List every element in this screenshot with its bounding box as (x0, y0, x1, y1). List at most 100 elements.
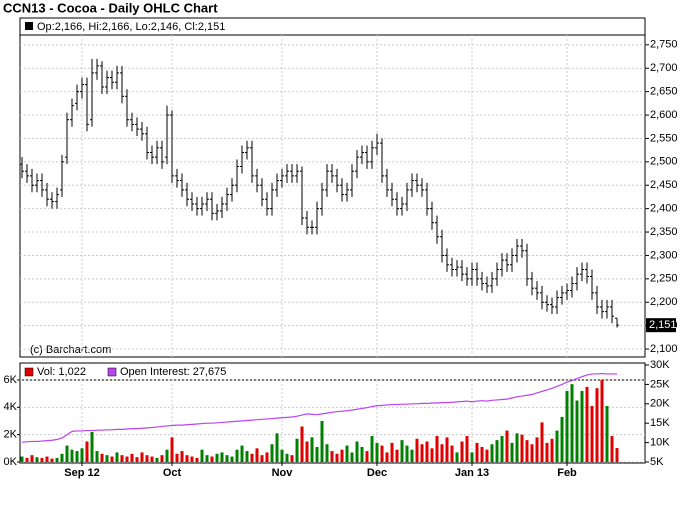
y-tick-label: 2,450 (650, 179, 678, 191)
y2-tick-label: 15K (650, 417, 670, 429)
y-tick-label: 2,700 (650, 62, 678, 74)
volume-bar (310, 437, 314, 462)
volume-bar (395, 449, 399, 462)
y-tick-label: 6K (4, 374, 18, 386)
x-tick-label: Sep 12 (64, 467, 99, 479)
volume-bar (610, 436, 614, 462)
volume-bar (540, 422, 544, 462)
volume-bar (350, 452, 354, 462)
volume-bar (435, 436, 439, 462)
volume-bar (280, 449, 284, 462)
volume-bar (445, 437, 449, 462)
volume-bar (515, 433, 519, 462)
volume-bar (370, 436, 374, 462)
volume-bar (425, 441, 429, 462)
x-tick-label: Dec (367, 467, 387, 479)
volume-bar (545, 442, 549, 462)
volume-bar (470, 452, 474, 462)
volume-bar (510, 442, 514, 462)
volume-bar (415, 438, 419, 462)
y-tick-label: 4K (4, 401, 18, 413)
y2-tick-label: 5K (650, 456, 664, 468)
volume-bar (85, 441, 89, 462)
volume-bar (130, 453, 134, 462)
volume-bar (450, 445, 454, 462)
volume-bar (170, 437, 174, 462)
volume-bar (560, 416, 564, 462)
volume-bar (200, 449, 204, 462)
volume-bar (50, 458, 54, 462)
volume-bar (485, 449, 489, 462)
y-tick-label: 2,650 (650, 86, 678, 98)
y-tick-label: 2,350 (650, 226, 678, 238)
volume-bar (230, 456, 234, 462)
volume-bar (475, 442, 479, 462)
volume-bar (285, 453, 289, 462)
volume-bar (215, 453, 219, 462)
y-tick-label: 2,200 (650, 296, 678, 308)
price-panel (19, 17, 646, 358)
volume-bar (500, 436, 504, 462)
volume-bar (465, 436, 469, 462)
volume-bar (575, 400, 579, 462)
volume-bar (270, 444, 274, 462)
last-price-label: 2,151 (649, 319, 677, 331)
volume-bar (125, 456, 129, 462)
volume-bar (490, 444, 494, 462)
volume-bar (405, 445, 409, 462)
volume-bar (615, 448, 619, 462)
volume-bar (95, 451, 99, 462)
volume-bar (145, 455, 149, 462)
volume-bar (390, 442, 394, 462)
volume-bar (495, 440, 499, 462)
volume-bar (140, 452, 144, 462)
volume-bar (460, 441, 464, 462)
volume-bar (300, 426, 304, 462)
volume-bar (80, 448, 84, 462)
y2-tick-label: 30K (650, 359, 670, 371)
volume-bar (60, 453, 64, 462)
volume-bar (100, 453, 104, 462)
annotation: (c) Barchart.com (30, 344, 111, 356)
y-tick-label: 0K (4, 456, 18, 468)
y2-tick-label: 20K (650, 398, 670, 410)
volume-bar (290, 455, 294, 462)
volume-bar (320, 421, 324, 462)
volume-bar (210, 456, 214, 462)
y2-tick-label: 25K (650, 378, 670, 390)
volume-bar (265, 452, 269, 462)
volume-bar (580, 390, 584, 462)
volume-bar (375, 442, 379, 462)
volume-bar (440, 444, 444, 462)
volume-bar (40, 457, 44, 462)
y-tick-label: 2,100 (650, 343, 678, 355)
volume-bar (595, 388, 599, 462)
volume-bar (590, 405, 594, 462)
x-tick-label: Nov (272, 467, 294, 479)
volume-bar (245, 451, 249, 462)
y-tick-label: 2,250 (650, 273, 678, 285)
legend-swatch (25, 22, 33, 30)
volume-bar (305, 441, 309, 462)
volume-bar (410, 449, 414, 462)
volume-bar (185, 455, 189, 462)
volume-bar (555, 430, 559, 462)
x-tick-label: Jan 13 (455, 467, 489, 479)
legend-swatch (24, 367, 34, 377)
volume-bar (530, 444, 534, 462)
volume-bar (45, 456, 49, 462)
volume-bar (295, 438, 299, 462)
volume-bar (365, 451, 369, 462)
volume-bar (20, 456, 24, 462)
volume-bar (240, 445, 244, 462)
volume-bar (55, 457, 59, 462)
volume-bar (30, 455, 34, 462)
y2-tick-label: 10K (650, 437, 670, 449)
volume-bar (345, 445, 349, 462)
y-tick-label: 2,600 (650, 109, 678, 121)
volume-bar (25, 457, 29, 462)
volume-bar (235, 449, 239, 462)
y-tick-label: 2,500 (650, 156, 678, 168)
volume-bar (505, 430, 509, 462)
volume-bar (175, 453, 179, 462)
